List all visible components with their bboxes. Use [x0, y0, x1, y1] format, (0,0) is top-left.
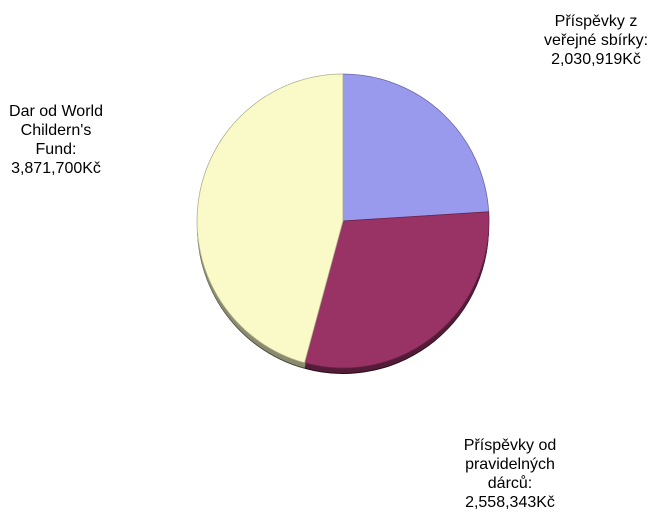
- pie-slice-0: [342, 73, 490, 222]
- pie-slice-2: [196, 73, 344, 364]
- pie-slice-1: [304, 211, 490, 369]
- slice-label-verejne-sbirky: Příspěvky z veřejné sbírky: 2,030,919Kč: [543, 13, 649, 68]
- slice-label-pravidelnych-darcu: Příspěvky od pravidelných dárců: 2,558,3…: [463, 437, 557, 511]
- slice-label-world-childerns-fund: Dar od World Childern's Fund: 3,871,700K…: [9, 103, 103, 177]
- pie-slices: [196, 73, 490, 369]
